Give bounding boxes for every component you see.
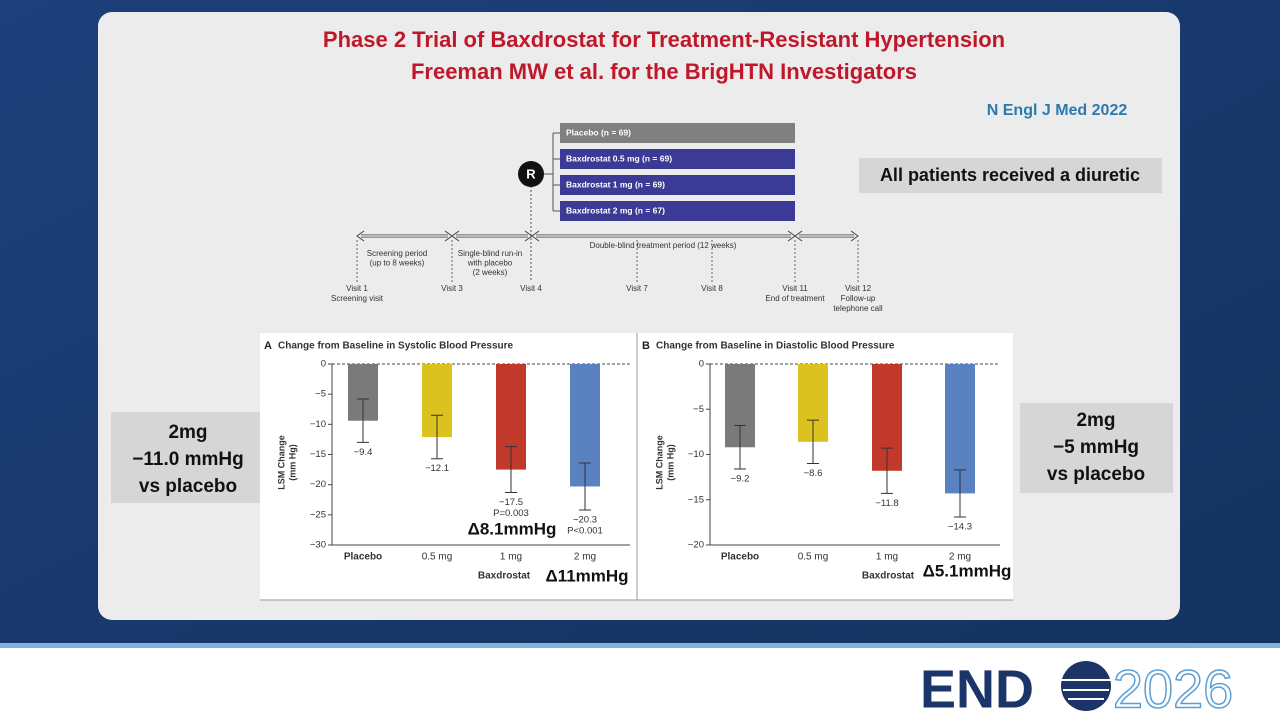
chart-title: Change from Baseline in Systolic Blood P… (278, 341, 514, 352)
y-axis-label: LSM Change (276, 435, 286, 490)
value-label: −11.8 (875, 498, 898, 509)
value-label: −9.4 (354, 447, 373, 458)
x-tick-label: 2 mg (949, 552, 971, 563)
visit-label: Visit 7 (626, 284, 648, 293)
box-line: vs placebo (1047, 464, 1145, 485)
y-tick-label: −15 (688, 494, 704, 505)
visit-label: Visit 4 (520, 284, 542, 293)
panel-letter: A (264, 340, 272, 352)
visit-label: Visit 1 (346, 284, 368, 293)
note-box (859, 158, 1162, 193)
y-tick-label: 0 (321, 359, 326, 370)
period-label: Double-blind treatment period (12 weeks) (590, 241, 737, 250)
subtitle: Freeman MW et al. for the BrigHTN Invest… (411, 59, 917, 84)
randomization-node (518, 161, 544, 187)
visit-label: Visit 3 (441, 284, 463, 293)
arm-box (560, 149, 795, 169)
delta-annotation: Δ8.1mmHg (468, 519, 557, 538)
box-line: −11.0 mmHg (132, 449, 243, 470)
value-label: −14.3 (948, 521, 972, 532)
visit-label: Screening visit (331, 294, 384, 303)
y-tick-label: −15 (310, 449, 326, 460)
left-box (111, 412, 265, 503)
period-label: (2 weeks) (473, 268, 508, 277)
y-tick-label: −5 (693, 404, 704, 415)
citation: N Engl J Med 2022 (987, 102, 1128, 119)
randomization-label: R (526, 166, 536, 181)
period-label: with placebo (467, 259, 513, 268)
arm-label: Baxdrostat 2 mg (n = 67) (566, 205, 665, 215)
arm-box (560, 201, 795, 221)
arm-box (560, 175, 795, 195)
y-axis-label: (mm Hg) (287, 444, 297, 481)
right-box (1020, 403, 1173, 493)
visit-label: Visit 11 (782, 284, 808, 293)
chart-title: Change from Baseline in Diastolic Blood … (656, 341, 895, 352)
error-bar (357, 398, 369, 443)
error-bar (954, 469, 966, 518)
error-bar (579, 462, 591, 511)
visit-label: Visit 8 (701, 284, 723, 293)
error-bar (431, 414, 443, 460)
delta-annotation: Δ5.1mmHg (923, 561, 1012, 580)
error-bar (734, 425, 746, 470)
period-label: (up to 8 weeks) (370, 259, 425, 268)
box-line: −5 mmHg (1053, 437, 1139, 458)
y-tick-label: −5 (315, 389, 326, 400)
x-group-label: Baxdrostat (478, 571, 531, 582)
x-group-label: Baxdrostat (862, 571, 915, 582)
x-tick-label: 1 mg (500, 552, 522, 563)
arm-label: Baxdrostat 0.5 mg (n = 69) (566, 153, 672, 163)
arm-label: Baxdrostat 1 mg (n = 69) (566, 179, 665, 189)
x-tick-label: 0.5 mg (798, 552, 829, 563)
logo-globe (1061, 661, 1111, 711)
logo-right: 2026 (1113, 659, 1233, 719)
arm-label: Placebo (n = 69) (566, 127, 631, 137)
value-label: −8.6 (804, 468, 823, 479)
x-tick-label: 2 mg (574, 552, 596, 563)
title: Phase 2 Trial of Baxdrostat for Treatmen… (323, 27, 1005, 52)
x-tick-label: 0.5 mg (422, 552, 453, 563)
note: All patients received a diuretic (880, 165, 1140, 185)
error-bar (505, 446, 517, 494)
value-label: −17.5 (499, 497, 523, 508)
box-line: 2mg (168, 422, 207, 443)
logo-left: END (920, 659, 1034, 719)
y-axis-label: LSM Change (654, 435, 664, 490)
period-label: Screening period (367, 249, 427, 258)
panel-letter: B (642, 340, 650, 352)
x-tick-label: Placebo (344, 552, 382, 563)
arm-box (560, 123, 795, 143)
delta-annotation: Δ11mmHg (545, 566, 628, 585)
y-tick-label: −20 (310, 479, 326, 490)
p-value: P=0.003 (493, 508, 529, 519)
y-axis-label: (mm Hg) (665, 444, 675, 481)
x-tick-label: Placebo (721, 552, 759, 563)
y-tick-label: −10 (688, 449, 704, 460)
value-label: −20.3 (573, 515, 597, 526)
error-bar (807, 419, 819, 465)
y-tick-label: −25 (310, 509, 326, 520)
arrow-head (794, 230, 859, 242)
y-tick-label: −30 (310, 540, 326, 551)
visit-label: Follow-up (841, 294, 876, 303)
x-tick-label: 1 mg (876, 552, 898, 563)
box-line: vs placebo (139, 476, 237, 497)
error-bar (881, 447, 893, 494)
y-tick-label: −20 (688, 540, 704, 551)
value-label: −12.1 (425, 463, 449, 474)
visit-label: telephone call (833, 304, 883, 313)
box-line: 2mg (1076, 410, 1115, 431)
period-label: Single-blind run-in (458, 249, 522, 258)
visit-label: End of treatment (765, 294, 825, 303)
visit-label: Visit 12 (845, 284, 872, 293)
y-tick-label: −10 (310, 419, 326, 430)
value-label: −9.2 (731, 473, 750, 484)
divider (0, 643, 1280, 648)
y-tick-label: 0 (699, 359, 704, 370)
p-value: P<0.001 (567, 526, 603, 537)
